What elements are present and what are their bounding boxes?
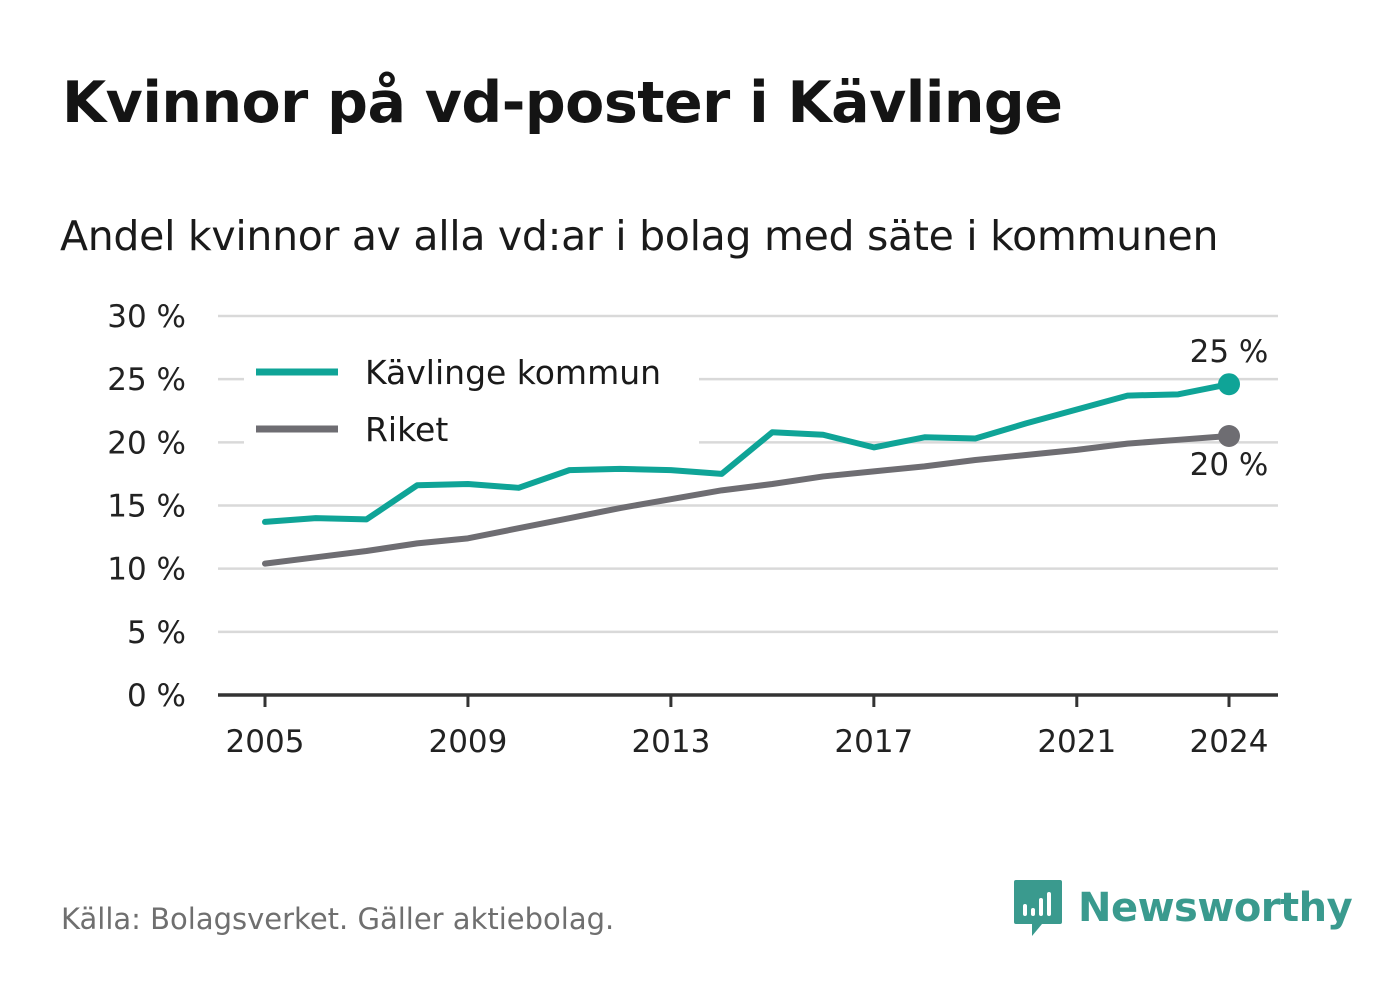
brand-name: Newsworthy	[1078, 885, 1353, 931]
x-tick-label: 2009	[428, 724, 507, 760]
legend-background	[244, 344, 699, 454]
series-end-point	[1218, 373, 1240, 396]
y-tick-label: 20 %	[107, 425, 186, 461]
end-value-label: 25 %	[1190, 334, 1269, 370]
y-tick-label: 5 %	[127, 615, 186, 651]
y-tick-label: 30 %	[107, 299, 186, 335]
x-tick-label: 2024	[1190, 724, 1269, 760]
source-note: Källa: Bolagsverket. Gäller aktiebolag.	[61, 902, 615, 936]
chart-title: Kvinnor på vd-poster i Kävlinge	[62, 70, 1063, 136]
chart-subtitle: Andel kvinnor av alla vd:ar i bolag med …	[60, 212, 1219, 260]
y-tick-label: 0 %	[127, 678, 186, 714]
legend-label: Riket	[365, 410, 448, 449]
brand-logo: Newsworthy	[1012, 878, 1353, 938]
series-lines	[262, 373, 1240, 567]
x-tick-label: 2021	[1037, 724, 1116, 760]
end-labels: 25 % 20 %	[1190, 334, 1269, 483]
y-tick-label: 15 %	[107, 489, 186, 525]
x-tick-label: 2005	[226, 724, 305, 760]
series-line	[262, 381, 1232, 525]
line-chart: 0 %5 %10 %15 %20 %25 %30 % 2005 2009 2013 2…	[107, 299, 1278, 760]
newsworthy-chart-icon	[1014, 880, 1062, 936]
x-tick-label: 2013	[631, 724, 710, 760]
y-tick-label: 10 %	[107, 552, 186, 588]
legend: Kävlinge kommun Riket	[244, 344, 699, 454]
x-axis: 2005 2009 2013 2017 2021 2024	[218, 693, 1278, 760]
series-end-point	[1218, 425, 1240, 448]
y-axis-ticks: 0 % 5 % 10 % 15 % 20 % 25 % 30 %	[107, 299, 186, 714]
x-tick-label: 2017	[834, 724, 913, 760]
series-line	[262, 433, 1232, 567]
legend-label: Kävlinge kommun	[365, 353, 661, 392]
end-value-label: 20 %	[1190, 447, 1269, 483]
y-tick-label: 25 %	[107, 362, 186, 398]
